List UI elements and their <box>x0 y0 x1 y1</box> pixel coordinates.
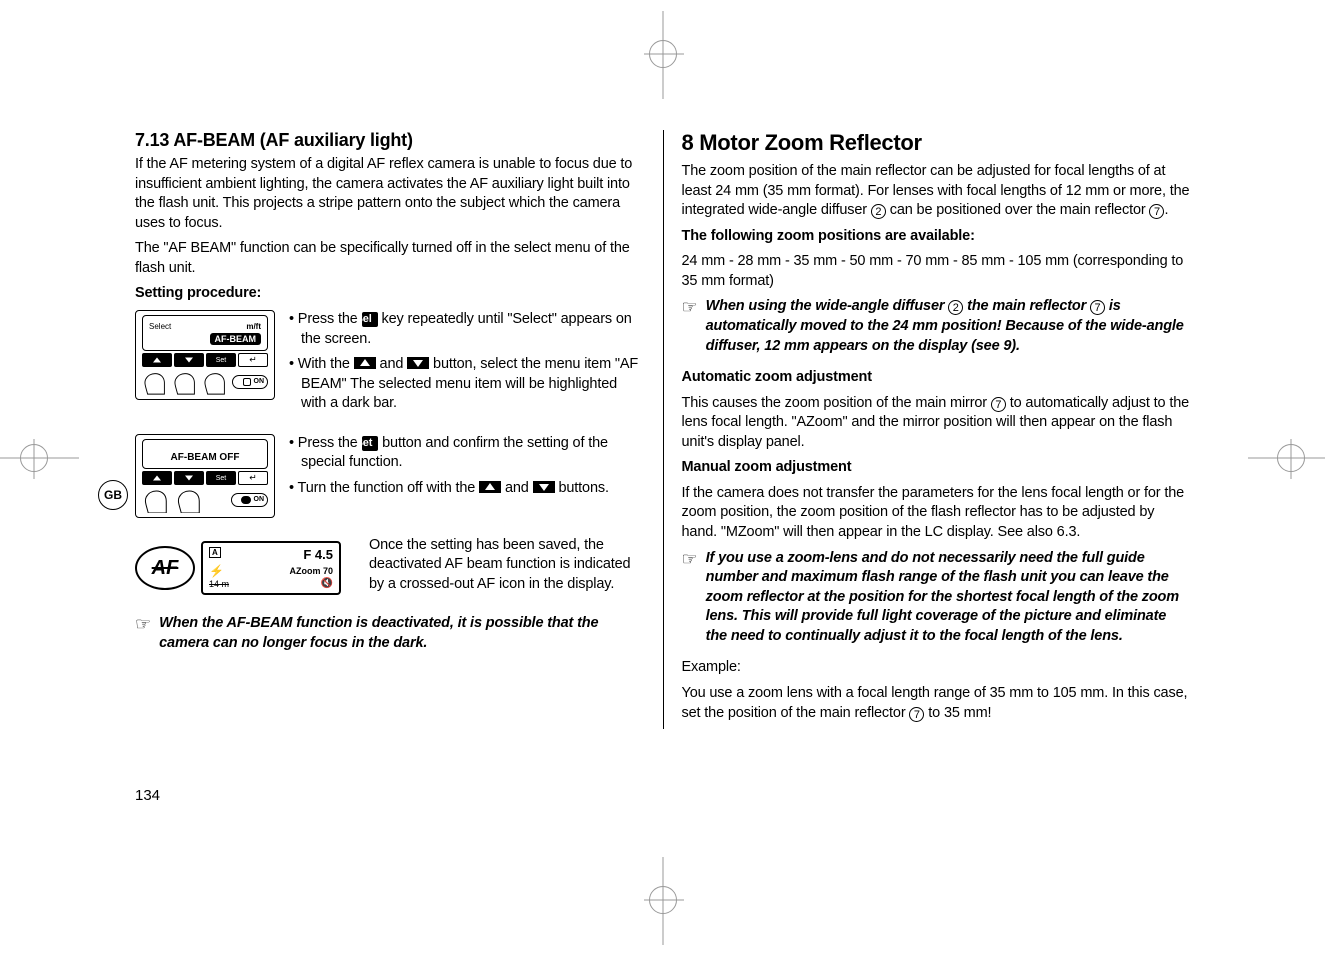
page-number: 134 <box>135 787 160 804</box>
note-text: If you use a zoom-lens and do not necess… <box>706 549 1190 647</box>
mini-down-button <box>174 353 204 367</box>
lcd-diagram-2: AF-BEAM OFF Set ↵ ON <box>135 434 275 518</box>
mini-set-button: Set <box>206 353 236 367</box>
down-arrow-icon <box>533 481 555 493</box>
body-text: This causes the zoom position of the mai… <box>682 394 1191 453</box>
body-text: If the AF metering system of a digital A… <box>135 155 645 233</box>
up-arrow-icon <box>479 481 501 493</box>
lcd-afbeam-pill: AF-BEAM <box>210 333 262 345</box>
up-arrow-icon <box>354 357 376 369</box>
crop-mark-left <box>20 444 48 472</box>
on-switch: ON <box>207 487 268 513</box>
hand-icon <box>202 369 230 395</box>
mini-up-button <box>142 471 172 485</box>
hand-icon <box>142 369 170 395</box>
pointing-hand-icon: ☞ <box>682 549 698 653</box>
down-arrow-icon <box>407 357 429 369</box>
lcd-azoom: AZoom 70 <box>289 566 333 576</box>
body-text: You use a zoom lens with a focal length … <box>682 684 1191 723</box>
subheading: The following zoom positions are availab… <box>682 227 1191 247</box>
right-column: 8 Motor Zoom Reflector The zoom position… <box>663 130 1191 729</box>
subheading: Setting procedure: <box>135 284 645 304</box>
crop-mark-right <box>1277 444 1305 472</box>
circled-ref: 7 <box>991 397 1006 412</box>
body-text: If the camera does not transfer the para… <box>682 484 1191 543</box>
note-text: When the AF-BEAM function is deactivated… <box>159 614 644 653</box>
subheading: Manual zoom adjustment <box>682 458 1191 478</box>
mini-down-button <box>174 471 204 485</box>
bullet-text: • Press the Set button and confirm the s… <box>289 434 645 473</box>
section-heading: 7.13 AF-BEAM (AF auxiliary light) <box>135 130 645 151</box>
mini-up-button <box>142 353 172 367</box>
mini-return-button: ↵ <box>238 353 268 367</box>
locale-badge: GB <box>98 480 128 510</box>
lcd-distance: 14 m <box>209 579 229 589</box>
lcd-title: AF-BEAM OFF <box>149 452 261 463</box>
bullet-text: • Press the Sel key repeatedly until "Se… <box>289 310 645 349</box>
circled-ref: 7 <box>909 707 924 722</box>
mini-set-button: Set <box>206 471 236 485</box>
lcd-diagram-1: Select m/ft AF-BEAM Set ↵ <box>135 310 275 420</box>
circled-ref: 7 <box>1149 204 1164 219</box>
flash-icon: ⚡ <box>209 564 224 578</box>
sel-key-icon: Sel <box>362 312 378 327</box>
bullet-text: • With the and button, select the menu i… <box>289 355 645 414</box>
left-column: 7.13 AF-BEAM (AF auxiliary light) If the… <box>135 130 663 729</box>
page-spread: 7.13 AF-BEAM (AF auxiliary light) If the… <box>135 130 1190 729</box>
body-text: The zoom position of the main reflector … <box>682 162 1191 221</box>
circled-ref: 2 <box>948 300 963 315</box>
chapter-heading: 8 Motor Zoom Reflector <box>682 130 1191 156</box>
hand-icon <box>142 487 173 513</box>
body-text: The "AF BEAM" function can be specifical… <box>135 239 645 278</box>
af-indicator-diagram: AF A F 4.5 ⚡ AZoom 70 14 m 🔇 <box>135 541 355 595</box>
pointing-hand-icon: ☞ <box>135 614 151 659</box>
on-switch: ON <box>232 375 268 389</box>
hand-icon <box>172 369 200 395</box>
body-text: 24 mm - 28 mm - 35 mm - 50 mm - 70 mm - … <box>682 252 1191 291</box>
lcd-f-value: F 4.5 <box>303 547 333 562</box>
sound-off-icon: 🔇 <box>321 578 333 589</box>
body-text: Example: <box>682 658 1191 678</box>
circled-ref: 7 <box>1090 300 1105 315</box>
circled-ref: 2 <box>871 204 886 219</box>
mini-return-button: ↵ <box>238 471 268 485</box>
bullet-text: • Turn the function off with the and but… <box>289 479 645 499</box>
pointing-hand-icon: ☞ <box>682 297 698 362</box>
lcd-a-badge: A <box>209 547 221 558</box>
af-crossed-icon: AF <box>135 546 195 590</box>
note-text: When using the wide-angle diffuser 2 the… <box>706 297 1190 356</box>
subheading: Automatic zoom adjustment <box>682 368 1191 388</box>
hand-icon <box>175 487 206 513</box>
crop-mark-bottom <box>649 886 677 914</box>
lcd-label: m/ft <box>246 322 261 331</box>
crop-mark-top <box>649 40 677 68</box>
set-key-icon: Set <box>362 436 379 451</box>
body-text: Once the setting has been saved, the dea… <box>369 536 645 595</box>
lcd-label: Select <box>149 322 171 331</box>
